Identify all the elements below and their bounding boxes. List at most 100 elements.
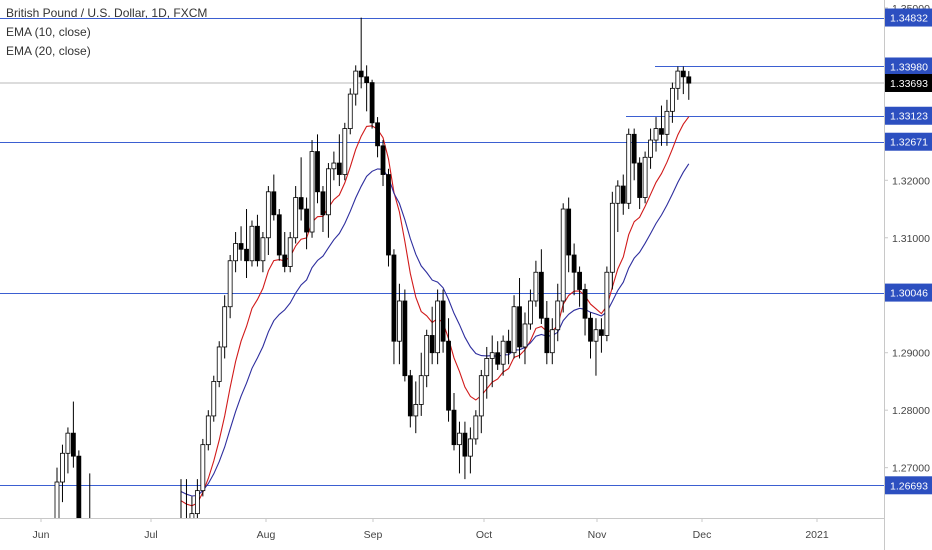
candle bbox=[353, 65, 359, 106]
candle-body-down bbox=[620, 185, 626, 204]
candle-body-up bbox=[287, 237, 293, 267]
level-tag-label: 1.34832 bbox=[890, 13, 928, 25]
candle-body-down bbox=[506, 340, 512, 354]
time-tick-label: Jul bbox=[144, 529, 157, 541]
candle-body-up bbox=[65, 432, 71, 454]
candle-body-down bbox=[336, 162, 342, 175]
candle-body-down bbox=[544, 317, 550, 354]
candle bbox=[216, 341, 222, 388]
candle bbox=[76, 450, 82, 518]
candle bbox=[244, 209, 249, 278]
candle bbox=[402, 289, 408, 382]
candle bbox=[222, 295, 228, 359]
candle bbox=[407, 369, 413, 428]
candle bbox=[609, 191, 615, 290]
candle-body-down bbox=[238, 243, 244, 250]
legend-ema10: EMA (10, close) bbox=[6, 25, 91, 39]
candle-body-up bbox=[60, 452, 65, 483]
candle bbox=[315, 134, 320, 204]
candle bbox=[686, 71, 692, 100]
candle bbox=[440, 289, 446, 353]
candle-body-down bbox=[315, 151, 320, 193]
candle-body-up bbox=[54, 481, 60, 518]
candle bbox=[473, 410, 479, 445]
candle bbox=[566, 197, 572, 273]
candle-body-up bbox=[331, 162, 337, 170]
candle bbox=[205, 410, 211, 451]
candle-body-up bbox=[670, 87, 675, 112]
candle bbox=[544, 300, 550, 365]
candle-body-up bbox=[648, 139, 653, 158]
candle-body-up bbox=[222, 306, 228, 348]
candle-body-down bbox=[391, 254, 397, 342]
candle-body-down bbox=[659, 128, 664, 135]
candle-body-down bbox=[495, 352, 501, 365]
time-tick-label: Aug bbox=[257, 529, 276, 541]
candle bbox=[435, 289, 441, 365]
candle bbox=[249, 220, 255, 267]
candle-body-up bbox=[675, 70, 681, 89]
candle-body-up bbox=[626, 133, 632, 204]
level-tag-label: 1.33980 bbox=[890, 61, 928, 73]
candle-body-down bbox=[440, 300, 446, 342]
candle-body-up bbox=[189, 513, 195, 518]
candle bbox=[555, 283, 561, 342]
candle bbox=[282, 232, 288, 273]
candle bbox=[276, 209, 282, 261]
candle bbox=[342, 122, 348, 181]
candle bbox=[560, 203, 566, 313]
candle-body-up bbox=[265, 191, 271, 239]
time-axis[interactable]: Jun Jul Aug Sep Oct Nov Dec 2021 bbox=[0, 518, 884, 541]
candle-body-down bbox=[282, 254, 288, 267]
candle bbox=[358, 17, 364, 89]
candle bbox=[413, 381, 419, 434]
candle-body-up bbox=[233, 243, 239, 262]
candle bbox=[599, 318, 604, 353]
candle-body-up bbox=[484, 358, 490, 377]
candle bbox=[648, 128, 653, 169]
candle-body-up bbox=[489, 352, 495, 359]
candle-body-up bbox=[609, 202, 615, 273]
candle bbox=[593, 318, 599, 376]
candle-body-up bbox=[653, 128, 659, 141]
candle-body-up bbox=[555, 300, 561, 331]
price-tick-label: 1.29000 bbox=[892, 348, 930, 360]
candle bbox=[380, 140, 386, 187]
candle bbox=[347, 88, 353, 135]
candle bbox=[54, 467, 60, 518]
candle bbox=[478, 369, 484, 434]
candle-body-up bbox=[457, 432, 462, 446]
candle bbox=[271, 174, 277, 221]
candle-body-down bbox=[364, 76, 370, 83]
candle-body-up bbox=[664, 110, 670, 135]
candle bbox=[604, 266, 610, 342]
candle-body-up bbox=[478, 375, 484, 417]
candle-body-up bbox=[342, 128, 348, 175]
candle-body-up bbox=[424, 335, 430, 377]
candle-body-down bbox=[304, 208, 309, 233]
candle bbox=[528, 289, 533, 330]
level-tag-label: 1.30046 bbox=[890, 288, 928, 300]
candle bbox=[386, 168, 391, 267]
candle-body-down bbox=[686, 76, 692, 84]
time-tick-label: Sep bbox=[364, 529, 383, 541]
candle bbox=[227, 255, 233, 319]
level-tag-label: 1.26693 bbox=[890, 480, 928, 492]
candle-body-up bbox=[82, 531, 86, 537]
candle bbox=[233, 232, 239, 273]
candle bbox=[260, 232, 266, 273]
candle-body-down bbox=[566, 208, 572, 256]
candle-body-down bbox=[402, 300, 408, 377]
level-tag bbox=[885, 57, 932, 76]
price-axis[interactable]: 1.350001.320001.310001.300001.290001.280… bbox=[884, 0, 932, 550]
price-tick-label: 1.28000 bbox=[892, 405, 930, 417]
candle-body-down bbox=[631, 133, 637, 164]
candle-body-down bbox=[271, 191, 277, 216]
level-tag bbox=[885, 283, 932, 302]
price-tick-label: 1.27000 bbox=[892, 463, 930, 475]
candle-body-down bbox=[517, 306, 522, 348]
candle-body-up bbox=[353, 70, 359, 95]
candle-body-up bbox=[200, 444, 206, 492]
candle bbox=[418, 352, 424, 416]
